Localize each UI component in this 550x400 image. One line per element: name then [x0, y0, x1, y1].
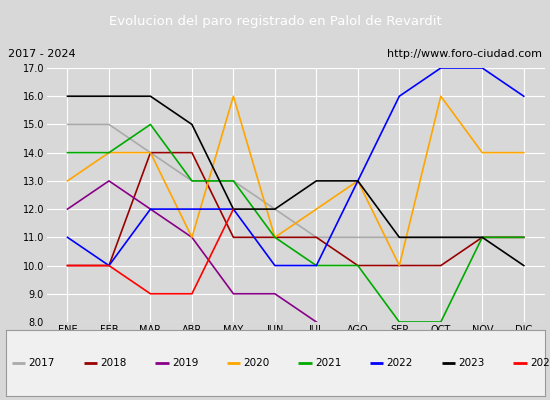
Text: 2023: 2023 — [458, 358, 485, 368]
Text: 2017 - 2024: 2017 - 2024 — [8, 49, 76, 59]
Text: 2022: 2022 — [387, 358, 413, 368]
Text: 2021: 2021 — [315, 358, 342, 368]
Text: 2020: 2020 — [244, 358, 270, 368]
Text: 2024: 2024 — [530, 358, 550, 368]
Text: Evolucion del paro registrado en Palol de Revardit: Evolucion del paro registrado en Palol d… — [109, 14, 441, 28]
Text: 2018: 2018 — [100, 358, 126, 368]
Text: 2019: 2019 — [172, 358, 198, 368]
Text: 2017: 2017 — [29, 358, 55, 368]
Text: http://www.foro-ciudad.com: http://www.foro-ciudad.com — [387, 49, 542, 59]
